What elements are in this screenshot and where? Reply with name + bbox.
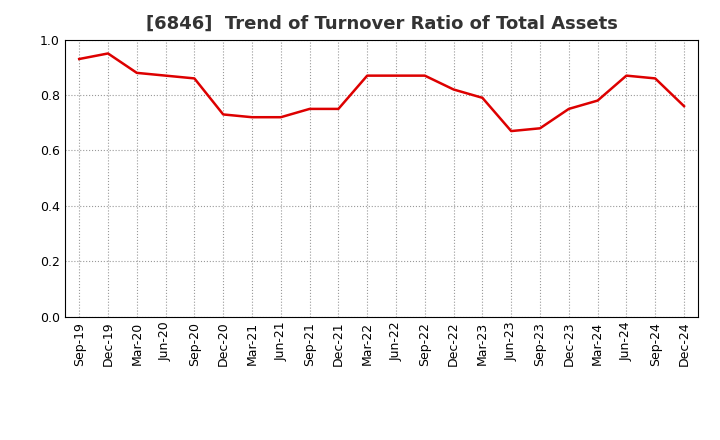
Title: [6846]  Trend of Turnover Ratio of Total Assets: [6846] Trend of Turnover Ratio of Total … [145,15,618,33]
